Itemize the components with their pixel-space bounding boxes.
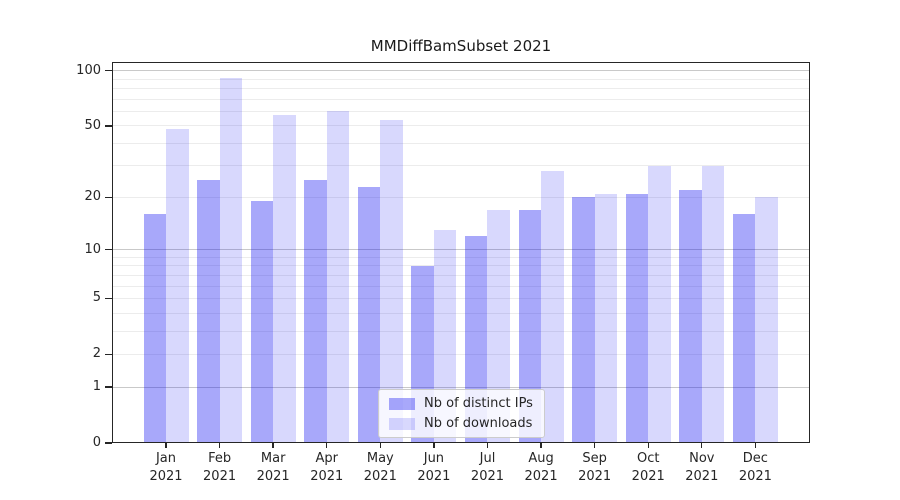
- bar-nb-of-distinct-ips-sep-2021: [572, 197, 595, 443]
- bar-nb-of-distinct-ips-jan-2021: [143, 214, 166, 443]
- bar-nb-of-distinct-ips-nov-2021: [679, 190, 702, 443]
- x-tickmark-mar-2021: [272, 443, 274, 448]
- x-tick-label-jul-2021: Jul 2021: [470, 451, 505, 484]
- minor-gridline-30: [112, 165, 810, 167]
- bar-nb-of-downloads-jan-2021: [166, 129, 189, 443]
- x-tick-label-jun-2021: Jun 2021: [417, 451, 451, 484]
- major-gridline-1: [112, 386, 810, 388]
- major-gridline-100: [112, 70, 810, 72]
- x-tick-label-apr-2021: Apr 2021: [310, 451, 344, 484]
- y-tickmark-10: [105, 248, 112, 251]
- bar-nb-of-downloads-oct-2021: [648, 165, 671, 443]
- y-tickmark-1: [105, 386, 112, 388]
- x-tick-label-nov-2021: Nov 2021: [685, 451, 719, 484]
- y-tick-label-10: 10: [84, 241, 101, 257]
- x-tick-label-feb-2021: Feb 2021: [203, 451, 237, 484]
- minor-gridline-90: [112, 78, 810, 80]
- x-tick-label-dec-2021: Dec 2021: [738, 451, 772, 484]
- bar-nb-of-distinct-ips-aug-2021: [518, 209, 542, 443]
- y-tick-label-0: 0: [92, 435, 101, 450]
- y-tickmark-20: [105, 196, 112, 199]
- minor-gridline-80: [112, 88, 810, 89]
- bar-nb-of-distinct-ips-feb-2021: [197, 180, 220, 443]
- bar-nb-of-downloads-may-2021: [380, 119, 403, 443]
- x-tickmark-feb-2021: [218, 443, 221, 448]
- x-tick-label-mar-2021: Mar 2021: [256, 451, 290, 484]
- minor-gridline-70: [112, 98, 810, 100]
- x-tick-label-sep-2021: Sep 2021: [578, 451, 612, 484]
- x-tickmark-oct-2021: [647, 443, 649, 448]
- y-tick-label-5: 5: [92, 290, 101, 306]
- minor-gridline-3: [112, 330, 810, 332]
- y-tickmark-5: [105, 297, 112, 300]
- minor-gridline-2: [112, 353, 810, 355]
- bar-nb-of-downloads-nov-2021: [701, 165, 725, 443]
- bar-nb-of-downloads-mar-2021: [273, 115, 296, 443]
- x-tickmark-dec-2021: [754, 443, 757, 448]
- minor-gridline-8: [112, 265, 810, 267]
- y-tick-label-2: 2: [92, 346, 101, 362]
- legend-swatch-distinct-ips: [389, 397, 415, 410]
- major-gridline-10: [112, 249, 810, 251]
- legend: Nb of distinct IPs Nb of downloads: [378, 389, 545, 438]
- y-tick-label-50: 50: [84, 117, 101, 133]
- y-tickmark-0: [105, 442, 112, 444]
- bar-nb-of-distinct-ips-dec-2021: [732, 214, 756, 443]
- minor-gridline-6: [112, 285, 810, 287]
- y-tick-label-1: 1: [92, 379, 101, 395]
- x-tickmark-jul-2021: [486, 443, 489, 448]
- minor-gridline-50: [112, 125, 810, 127]
- x-tick-label-may-2021: May 2021: [363, 451, 397, 484]
- x-tick-label-aug-2021: Aug 2021: [524, 451, 558, 484]
- y-tick-label-20: 20: [84, 189, 101, 205]
- y-tick-label-100: 100: [76, 62, 101, 78]
- legend-entry-downloads: Nb of downloads: [389, 416, 533, 431]
- bar-nb-of-distinct-ips-may-2021: [357, 186, 381, 443]
- minor-gridline-4: [112, 312, 810, 314]
- y-tickmark-2: [105, 353, 112, 356]
- minor-gridline-9: [112, 256, 810, 258]
- minor-gridline-60: [112, 110, 810, 112]
- x-tickmark-jan-2021: [165, 443, 167, 448]
- bars-layer: [112, 62, 810, 443]
- legend-label-downloads: Nb of downloads: [424, 416, 533, 431]
- minor-gridline-40: [112, 142, 810, 144]
- minor-gridline-5: [112, 297, 810, 299]
- plot-area: [112, 62, 810, 443]
- chart-title: MMDiffBamSubset 2021: [370, 37, 552, 55]
- x-tickmark-aug-2021: [540, 443, 542, 448]
- bar-nb-of-distinct-ips-oct-2021: [625, 193, 649, 443]
- bar-nb-of-downloads-apr-2021: [326, 111, 350, 443]
- legend-label-distinct-ips: Nb of distinct IPs: [424, 396, 533, 411]
- bar-nb-of-downloads-feb-2021: [219, 78, 243, 443]
- x-tickmark-may-2021: [379, 443, 381, 448]
- minor-gridline-7: [112, 274, 810, 276]
- grid-layer: [112, 62, 810, 443]
- bar-nb-of-downloads-aug-2021: [541, 171, 564, 443]
- bar-nb-of-downloads-dec-2021: [755, 197, 778, 443]
- x-tickmark-sep-2021: [593, 443, 596, 448]
- x-tick-label-jan-2021: Jan 2021: [149, 451, 183, 484]
- y-tickmark-100: [105, 69, 112, 72]
- legend-entry-distinct-ips: Nb of distinct IPs: [389, 396, 533, 411]
- x-tickmark-jun-2021: [433, 443, 435, 448]
- y-tickmark-50: [105, 125, 112, 127]
- x-tick-label-oct-2021: Oct 2021: [631, 451, 665, 484]
- bar-nb-of-downloads-jul-2021: [487, 209, 510, 443]
- x-tickmark-nov-2021: [701, 443, 703, 448]
- minor-gridline-20: [112, 196, 810, 198]
- legend-swatch-downloads: [389, 417, 415, 430]
- bar-nb-of-distinct-ips-apr-2021: [304, 180, 327, 443]
- x-tickmark-apr-2021: [326, 443, 328, 448]
- bar-nb-of-downloads-sep-2021: [594, 193, 618, 443]
- bar-nb-of-distinct-ips-mar-2021: [250, 201, 274, 443]
